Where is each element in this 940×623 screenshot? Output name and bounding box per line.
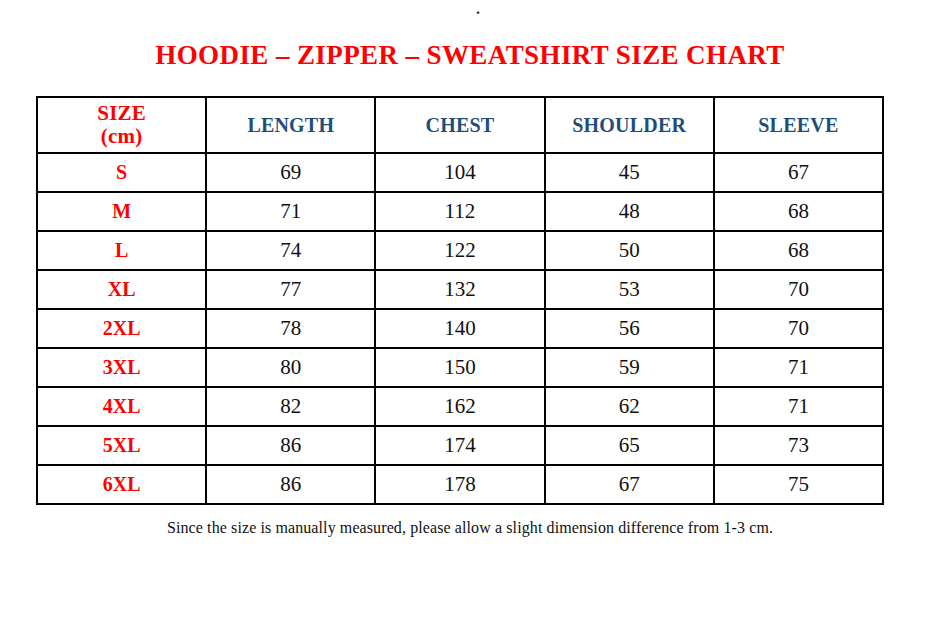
header-cell-length: LENGTH [206,97,375,153]
size-cell: M [37,192,206,231]
chest-cell: 104 [375,153,544,192]
size-cell: XL [37,270,206,309]
chest-cell: 112 [375,192,544,231]
sleeve-cell: 70 [714,270,883,309]
table-header: SIZE (cm) LENGTH CHEST SHOULDER SLEEVE [37,97,883,153]
size-cell: 4XL [37,387,206,426]
chest-cell: 140 [375,309,544,348]
length-cell: 80 [206,348,375,387]
length-cell: 71 [206,192,375,231]
header-row: SIZE (cm) LENGTH CHEST SHOULDER SLEEVE [37,97,883,153]
header-cell-sleeve: SLEEVE [714,97,883,153]
shoulder-cell: 59 [545,348,714,387]
header-size-line2: (cm) [38,125,205,149]
footnote: Since the size is manually measured, ple… [0,519,940,537]
sleeve-cell: 75 [714,465,883,504]
length-cell: 77 [206,270,375,309]
length-cell: 82 [206,387,375,426]
size-chart-table: SIZE (cm) LENGTH CHEST SHOULDER SLEEVE S… [36,96,884,505]
header-cell-size: SIZE (cm) [37,97,206,153]
chest-cell: 178 [375,465,544,504]
sleeve-cell: 68 [714,192,883,231]
size-cell: L [37,231,206,270]
sleeve-cell: 68 [714,231,883,270]
page-title: HOODIE – ZIPPER – SWEATSHIRT SIZE CHART [0,41,940,69]
size-cell: 5XL [37,426,206,465]
shoulder-cell: 48 [545,192,714,231]
table-body: S691044567M711124868L741225068XL77132537… [37,153,883,504]
length-cell: 86 [206,426,375,465]
size-cell: 2XL [37,309,206,348]
shoulder-cell: 50 [545,231,714,270]
header-cell-chest: CHEST [375,97,544,153]
shoulder-cell: 65 [545,426,714,465]
length-cell: 69 [206,153,375,192]
table-row: M711124868 [37,192,883,231]
shoulder-cell: 45 [545,153,714,192]
shoulder-cell: 56 [545,309,714,348]
size-cell: S [37,153,206,192]
table-row: S691044567 [37,153,883,192]
chest-cell: 162 [375,387,544,426]
table-row: 6XL861786775 [37,465,883,504]
table-row: 2XL781405670 [37,309,883,348]
sleeve-cell: 70 [714,309,883,348]
length-cell: 78 [206,309,375,348]
table-row: L741225068 [37,231,883,270]
sleeve-cell: 71 [714,348,883,387]
sleeve-cell: 71 [714,387,883,426]
header-size-line1: SIZE [38,102,205,126]
shoulder-cell: 67 [545,465,714,504]
chest-cell: 132 [375,270,544,309]
sleeve-cell: 67 [714,153,883,192]
table-row: XL771325370 [37,270,883,309]
shoulder-cell: 53 [545,270,714,309]
table-row: 4XL821626271 [37,387,883,426]
shoulder-cell: 62 [545,387,714,426]
table-row: 5XL861746573 [37,426,883,465]
chest-cell: 122 [375,231,544,270]
length-cell: 86 [206,465,375,504]
sleeve-cell: 73 [714,426,883,465]
header-cell-shoulder: SHOULDER [545,97,714,153]
size-cell: 6XL [37,465,206,504]
chest-cell: 174 [375,426,544,465]
page: . HOODIE – ZIPPER – SWEATSHIRT SIZE CHAR… [0,41,940,537]
stray-dot: . [476,1,480,17]
size-cell: 3XL [37,348,206,387]
table-row: 3XL801505971 [37,348,883,387]
chest-cell: 150 [375,348,544,387]
length-cell: 74 [206,231,375,270]
